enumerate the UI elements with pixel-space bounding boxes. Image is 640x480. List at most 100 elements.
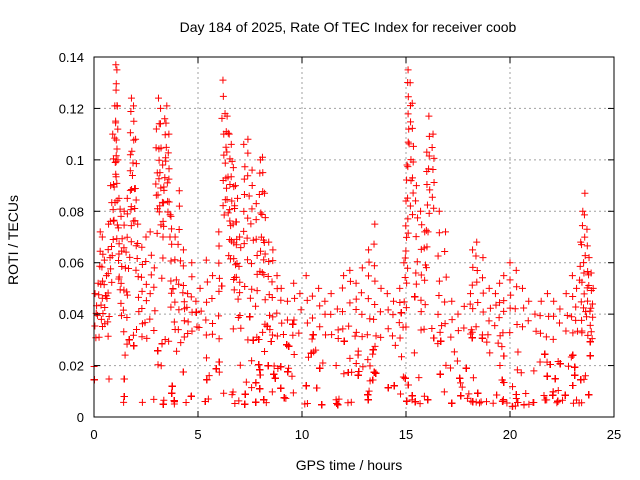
data-point bbox=[589, 300, 597, 308]
data-point bbox=[257, 209, 265, 217]
data-point bbox=[429, 130, 437, 138]
data-point bbox=[224, 209, 232, 217]
x-tick-label: 15 bbox=[399, 427, 413, 442]
data-point bbox=[372, 369, 380, 377]
data-point bbox=[184, 330, 192, 338]
data-point bbox=[91, 322, 99, 330]
data-point bbox=[202, 354, 210, 362]
data-point bbox=[365, 387, 373, 395]
data-point bbox=[543, 290, 551, 298]
data-point bbox=[253, 287, 261, 295]
data-point bbox=[117, 212, 125, 220]
data-point bbox=[123, 314, 131, 322]
data-point bbox=[138, 243, 146, 251]
data-point bbox=[142, 233, 150, 241]
data-point bbox=[134, 273, 142, 281]
data-point bbox=[283, 341, 291, 349]
data-point bbox=[188, 327, 196, 335]
data-point bbox=[576, 262, 584, 270]
data-point bbox=[226, 217, 234, 225]
data-point bbox=[236, 312, 244, 320]
data-point bbox=[308, 314, 316, 322]
data-point bbox=[404, 110, 412, 118]
data-point bbox=[104, 318, 112, 326]
data-point bbox=[268, 278, 276, 286]
data-point bbox=[114, 257, 122, 265]
data-point bbox=[187, 392, 195, 400]
data-point bbox=[209, 272, 217, 280]
data-point bbox=[112, 86, 120, 94]
data-point bbox=[161, 174, 169, 182]
data-point bbox=[486, 349, 494, 357]
data-point bbox=[236, 361, 244, 369]
data-point bbox=[271, 374, 279, 382]
data-point bbox=[163, 179, 171, 187]
data-point bbox=[267, 337, 275, 345]
data-point bbox=[115, 240, 123, 248]
data-point bbox=[366, 362, 374, 370]
data-point bbox=[346, 266, 354, 274]
data-point bbox=[118, 235, 126, 243]
data-point bbox=[120, 375, 128, 383]
data-point bbox=[150, 395, 158, 403]
data-point bbox=[237, 324, 245, 332]
data-point bbox=[177, 339, 185, 347]
data-point bbox=[454, 310, 462, 318]
data-point bbox=[430, 154, 438, 162]
data-point bbox=[485, 284, 493, 292]
data-point bbox=[120, 393, 128, 401]
data-point bbox=[280, 394, 288, 402]
data-point bbox=[241, 163, 249, 171]
data-point bbox=[219, 202, 227, 210]
data-point bbox=[473, 266, 481, 274]
data-point bbox=[483, 338, 491, 346]
data-point bbox=[507, 291, 515, 299]
data-point bbox=[322, 331, 330, 339]
data-point bbox=[123, 340, 131, 348]
data-point bbox=[428, 324, 436, 332]
data-point bbox=[167, 303, 175, 311]
data-point bbox=[127, 107, 135, 115]
data-point bbox=[152, 125, 160, 133]
data-point bbox=[278, 319, 286, 327]
data-point bbox=[417, 296, 425, 304]
data-point bbox=[202, 256, 210, 264]
data-point bbox=[289, 389, 297, 397]
data-point bbox=[161, 115, 169, 123]
data-point bbox=[98, 233, 106, 241]
data-point bbox=[203, 376, 211, 384]
data-point bbox=[369, 376, 377, 384]
data-point bbox=[248, 205, 256, 213]
data-point bbox=[522, 390, 530, 398]
data-point bbox=[100, 256, 108, 264]
data-point bbox=[332, 361, 340, 369]
data-point bbox=[133, 254, 141, 262]
data-point bbox=[376, 308, 384, 316]
data-point bbox=[478, 331, 486, 339]
data-point bbox=[441, 248, 449, 256]
data-point bbox=[579, 207, 587, 215]
data-point bbox=[577, 298, 585, 306]
data-point bbox=[417, 271, 425, 279]
data-point bbox=[285, 364, 293, 372]
data-point bbox=[235, 262, 243, 270]
data-point bbox=[225, 130, 233, 138]
data-point bbox=[226, 180, 234, 188]
data-point bbox=[188, 273, 196, 281]
data-point bbox=[256, 385, 264, 393]
data-point bbox=[114, 125, 122, 133]
data-point bbox=[258, 210, 266, 218]
data-point bbox=[578, 278, 586, 286]
data-point bbox=[549, 335, 557, 343]
data-point bbox=[109, 217, 117, 225]
data-point bbox=[162, 119, 170, 127]
data-point bbox=[170, 397, 178, 405]
data-point bbox=[338, 284, 346, 292]
data-point bbox=[220, 211, 228, 219]
data-point bbox=[288, 372, 296, 380]
data-point bbox=[104, 270, 112, 278]
data-point bbox=[126, 129, 134, 137]
data-point bbox=[230, 286, 238, 294]
data-point bbox=[129, 159, 137, 167]
data-point bbox=[147, 271, 155, 279]
